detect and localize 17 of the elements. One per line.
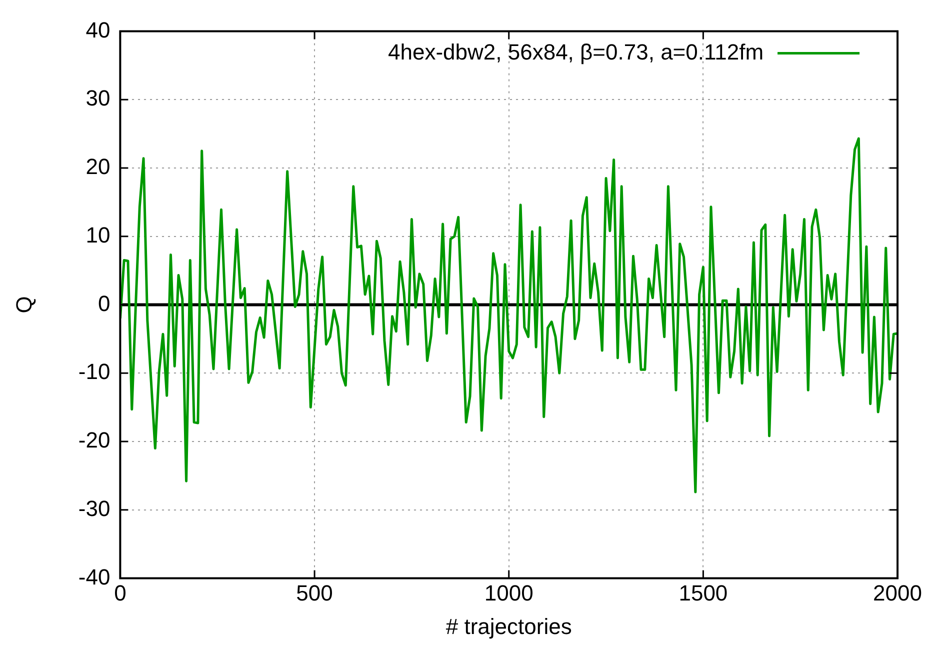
x-tick-label: 1000 xyxy=(484,580,534,606)
y-tick-label: 30 xyxy=(86,86,110,111)
y-tick-label: 40 xyxy=(86,17,110,42)
y-tick-label: -10 xyxy=(78,359,110,384)
x-tick-label: 0 xyxy=(114,580,126,606)
y-tick-label: 10 xyxy=(86,222,110,248)
y-tick-label: -30 xyxy=(78,496,110,521)
y-tick-label: 0 xyxy=(98,290,110,316)
y-tick-label: -20 xyxy=(78,428,110,453)
y-tick-label: -40 xyxy=(78,564,110,590)
legend-label: 4hex-dbw2, 56x84, β=0.73, a=0.112fm xyxy=(388,39,764,64)
y-tick-label: 20 xyxy=(86,154,110,180)
x-axis-title: # trajectories xyxy=(446,614,572,639)
x-tick-label: 1500 xyxy=(678,580,728,606)
x-tick-label: 2000 xyxy=(873,580,922,606)
y-axis-title: Q xyxy=(11,296,36,314)
x-tick-label: 500 xyxy=(296,580,333,606)
